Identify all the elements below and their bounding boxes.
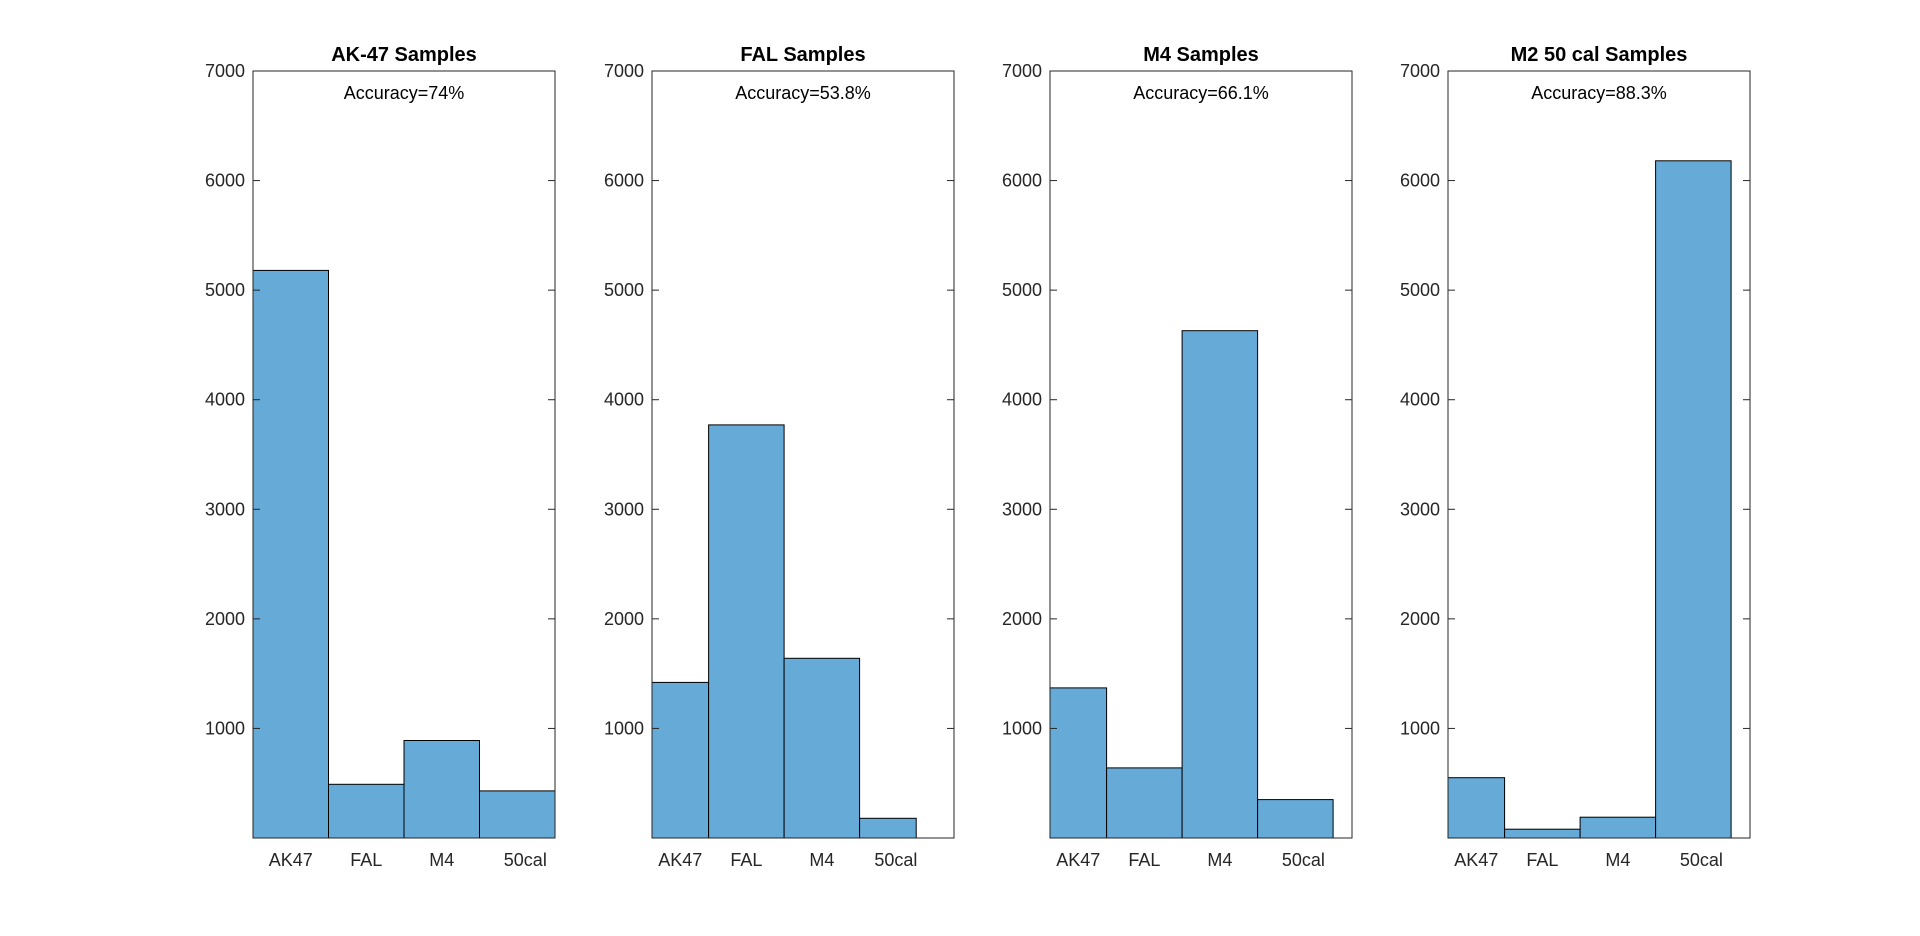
bar-fal bbox=[328, 783, 405, 839]
y-tick-label: 5000 bbox=[205, 280, 245, 300]
bar-ak47 bbox=[1447, 777, 1506, 839]
y-tick-label: 6000 bbox=[604, 171, 644, 191]
subplot-3: 1000 2000 3000 4000 5000 6000 7000 AK47 FAL M4 50c… bbox=[1002, 44, 1353, 870]
y-tick-label: 2000 bbox=[1400, 609, 1440, 629]
x-tick-label-fal: FAL bbox=[1526, 850, 1558, 870]
x-tick-label-ak47: AK47 bbox=[1454, 850, 1498, 870]
accuracy-annotation: Accuracy=66.1% bbox=[1133, 83, 1269, 103]
y-tick-label: 3000 bbox=[1002, 499, 1042, 519]
y-tick-label: 3000 bbox=[604, 499, 644, 519]
y-tick-label: 6000 bbox=[205, 171, 245, 191]
panel-title: AK-47 Samples bbox=[331, 44, 477, 66]
bar-fal bbox=[1504, 828, 1581, 839]
bar-50cal bbox=[859, 817, 917, 839]
subplot-4: 1000 2000 3000 4000 5000 6000 7000 AK47 FAL M4 50c… bbox=[1400, 44, 1751, 870]
panel-title: M2 50 cal Samples bbox=[1511, 44, 1688, 66]
bar-fal bbox=[1106, 767, 1183, 839]
axes-box bbox=[1049, 70, 1353, 839]
y-tick-label: 7000 bbox=[1400, 61, 1440, 81]
bar-m4 bbox=[1579, 816, 1657, 839]
bar-m4 bbox=[783, 657, 861, 839]
accuracy-annotation: Accuracy=53.8% bbox=[735, 83, 871, 103]
bar-50cal bbox=[1257, 799, 1334, 839]
x-tick-label-50cal: 50cal bbox=[874, 850, 917, 870]
y-tick-label: 1000 bbox=[205, 718, 245, 738]
bar-ak47 bbox=[651, 681, 710, 839]
y-tick-label: 5000 bbox=[1002, 280, 1042, 300]
x-tick-label-m4: M4 bbox=[809, 850, 834, 870]
x-tick-label-50cal: 50cal bbox=[1680, 850, 1723, 870]
bar-ak47 bbox=[252, 269, 329, 839]
y-tick-label: 2000 bbox=[205, 609, 245, 629]
bar-fal bbox=[708, 424, 785, 839]
x-tick-label-fal: FAL bbox=[350, 850, 382, 870]
bar-m4 bbox=[1181, 330, 1259, 839]
x-tick-label-ak47: AK47 bbox=[658, 850, 702, 870]
x-tick-label-m4: M4 bbox=[429, 850, 454, 870]
axes-box bbox=[1447, 70, 1751, 839]
accuracy-annotation: Accuracy=74% bbox=[344, 83, 465, 103]
y-tick-label: 2000 bbox=[604, 609, 644, 629]
y-tick-label: 5000 bbox=[1400, 280, 1440, 300]
y-tick-label: 1000 bbox=[604, 718, 644, 738]
y-tick-label: 3000 bbox=[1400, 499, 1440, 519]
x-tick-label-50cal: 50cal bbox=[504, 850, 547, 870]
x-tick-label-ak47: AK47 bbox=[269, 850, 313, 870]
bar-ak47 bbox=[1049, 687, 1108, 839]
axes-box bbox=[651, 70, 955, 839]
axes-box bbox=[252, 70, 556, 839]
accuracy-annotation: Accuracy=88.3% bbox=[1531, 83, 1667, 103]
x-tick-label-fal: FAL bbox=[1128, 850, 1160, 870]
bar-50cal bbox=[1655, 160, 1732, 839]
y-tick-label: 5000 bbox=[604, 280, 644, 300]
y-tick-label: 2000 bbox=[1002, 609, 1042, 629]
y-tick-label: 7000 bbox=[604, 61, 644, 81]
subplot-1: 1000 2000 3000 4000 5000 6000 7000 AK47 FAL M4 50c… bbox=[205, 44, 556, 870]
panel-title: FAL Samples bbox=[740, 44, 865, 66]
x-tick-label-50cal: 50cal bbox=[1282, 850, 1325, 870]
y-tick-label: 6000 bbox=[1400, 171, 1440, 191]
y-tick-label: 1000 bbox=[1002, 718, 1042, 738]
y-tick-label: 1000 bbox=[1400, 718, 1440, 738]
y-tick-label: 3000 bbox=[205, 499, 245, 519]
y-tick-label: 4000 bbox=[1002, 390, 1042, 410]
subplot-2: 1000 2000 3000 4000 5000 6000 7000 AK47 FAL M4 50c… bbox=[604, 44, 955, 870]
y-tick-label: 4000 bbox=[205, 390, 245, 410]
panel-title: M4 Samples bbox=[1143, 44, 1259, 66]
x-tick-label-fal: FAL bbox=[730, 850, 762, 870]
x-tick-label-m4: M4 bbox=[1207, 850, 1232, 870]
y-tick-label: 4000 bbox=[1400, 390, 1440, 410]
bar-50cal bbox=[479, 790, 556, 839]
y-tick-label: 7000 bbox=[205, 61, 245, 81]
x-tick-label-m4: M4 bbox=[1605, 850, 1630, 870]
y-tick-label: 6000 bbox=[1002, 171, 1042, 191]
y-tick-label: 7000 bbox=[1002, 61, 1042, 81]
x-tick-label-ak47: AK47 bbox=[1056, 850, 1100, 870]
bar-m4 bbox=[403, 740, 480, 839]
y-tick-label: 4000 bbox=[604, 390, 644, 410]
